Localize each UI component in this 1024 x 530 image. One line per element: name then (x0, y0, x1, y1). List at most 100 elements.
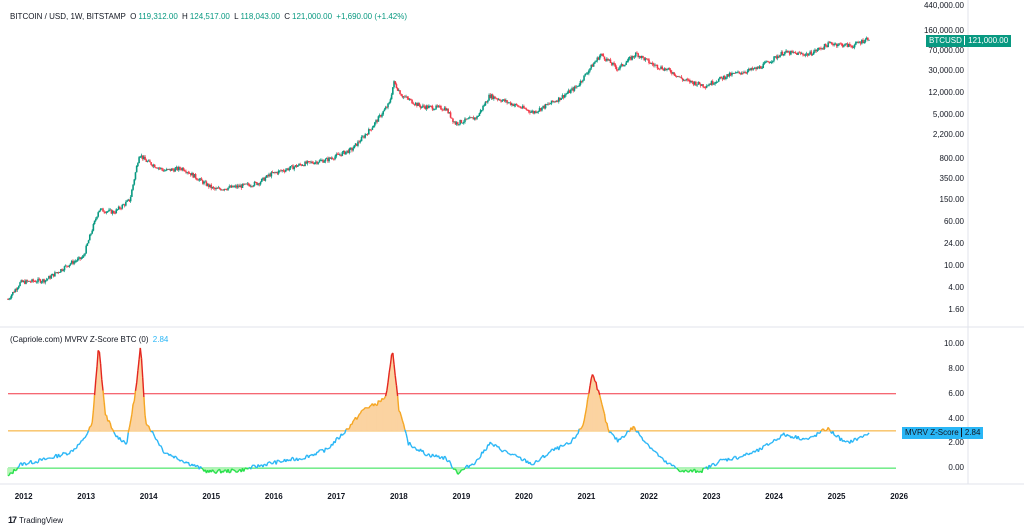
candle-body (738, 71, 740, 73)
candle-body (22, 280, 25, 282)
candle-body (61, 269, 63, 271)
candle-body (833, 44, 835, 46)
candle-body (382, 111, 385, 115)
high-value: 124,517.00 (189, 12, 230, 21)
time-axis-label: 2012 (14, 492, 33, 501)
z-score-segment (623, 435, 626, 438)
candle-body (339, 154, 341, 156)
candle-body (579, 81, 582, 85)
candle-body (358, 141, 360, 143)
z-score-segment (244, 467, 247, 470)
z-score-segment (334, 438, 337, 444)
candle-body (695, 81, 697, 86)
candle-body (58, 272, 61, 273)
candle-body (413, 104, 416, 105)
z-score-segment (624, 434, 627, 437)
candle-body (639, 56, 642, 58)
candle-body (139, 156, 142, 158)
candle-body (572, 88, 575, 91)
candle-body (841, 43, 844, 47)
z-score-segment (439, 457, 442, 460)
candle-body (674, 75, 677, 76)
z-score-segment (498, 446, 501, 450)
candle-body (758, 66, 761, 69)
candle-body (435, 105, 437, 109)
indicator-legend: (Capriole.com) MVRV Z-Score BTC (0) 2.84 (10, 335, 170, 344)
candle-body (101, 208, 103, 210)
candle-body (168, 168, 170, 170)
candle-body (322, 160, 324, 163)
candle-body (609, 59, 612, 63)
candle-body (247, 183, 250, 185)
candle-body (744, 72, 746, 73)
high-label: H (182, 12, 188, 21)
candle-body (74, 261, 77, 262)
z-score-segment (778, 437, 781, 440)
z-score-segment (540, 456, 543, 459)
candle-body (786, 50, 789, 53)
candle-body (411, 99, 413, 104)
z-score-segment (457, 472, 460, 475)
candle-body (434, 108, 436, 110)
candle-body (264, 177, 267, 181)
candle-body (710, 81, 713, 85)
candle-body (791, 51, 793, 53)
candle-body (176, 167, 179, 171)
z-score-segment (409, 441, 412, 446)
candle-body (258, 183, 261, 185)
candle-body (149, 160, 151, 163)
candle-body (852, 47, 855, 49)
candle-body (119, 206, 121, 209)
candle-body (855, 42, 857, 45)
candle-body (19, 282, 21, 287)
z-score-segment (277, 459, 279, 462)
candle-body (244, 183, 246, 185)
candle-body (470, 117, 472, 119)
candle-body (431, 106, 434, 110)
candle-body (331, 158, 334, 159)
candle-body (799, 52, 802, 54)
candle-body (785, 50, 787, 53)
candle-body (560, 98, 562, 100)
candle-body (126, 200, 128, 202)
candle-body (669, 69, 672, 73)
candle-body (478, 113, 481, 117)
candle-body (705, 85, 708, 88)
candle-body (239, 185, 241, 187)
z-score-segment (269, 461, 272, 464)
z-score-segment (79, 440, 82, 444)
candle-body (746, 70, 749, 73)
candle-body (155, 167, 157, 169)
candle-body (632, 55, 635, 57)
z-score-segment (764, 444, 766, 447)
z-score-segment (267, 461, 270, 464)
z-score-segment (265, 462, 269, 467)
candle-body (88, 234, 91, 241)
z-score-segment (231, 468, 234, 471)
candle-body (301, 165, 304, 166)
z-score-segment (641, 436, 644, 442)
candle-body (26, 280, 29, 282)
candle-body (607, 58, 609, 61)
candle-body (488, 94, 490, 101)
z-score-segment (374, 403, 377, 406)
candle-body (614, 64, 617, 67)
candle-body (827, 42, 829, 48)
candle-body (84, 253, 86, 256)
z-score-segment (473, 463, 475, 466)
candle-body (633, 56, 636, 58)
candle-body (725, 77, 727, 79)
z-score-segment (128, 420, 132, 428)
z-score-segment (382, 397, 385, 400)
candle-body (295, 165, 298, 167)
candle-body (735, 72, 738, 74)
z-score-segment (143, 397, 146, 416)
z-score-segment (44, 458, 47, 461)
candle-body (727, 74, 730, 77)
z-score-segment (15, 467, 19, 471)
candle-body (327, 158, 329, 162)
candle-body (262, 177, 264, 179)
z-score-segment (731, 457, 734, 461)
candle-body (312, 163, 315, 164)
